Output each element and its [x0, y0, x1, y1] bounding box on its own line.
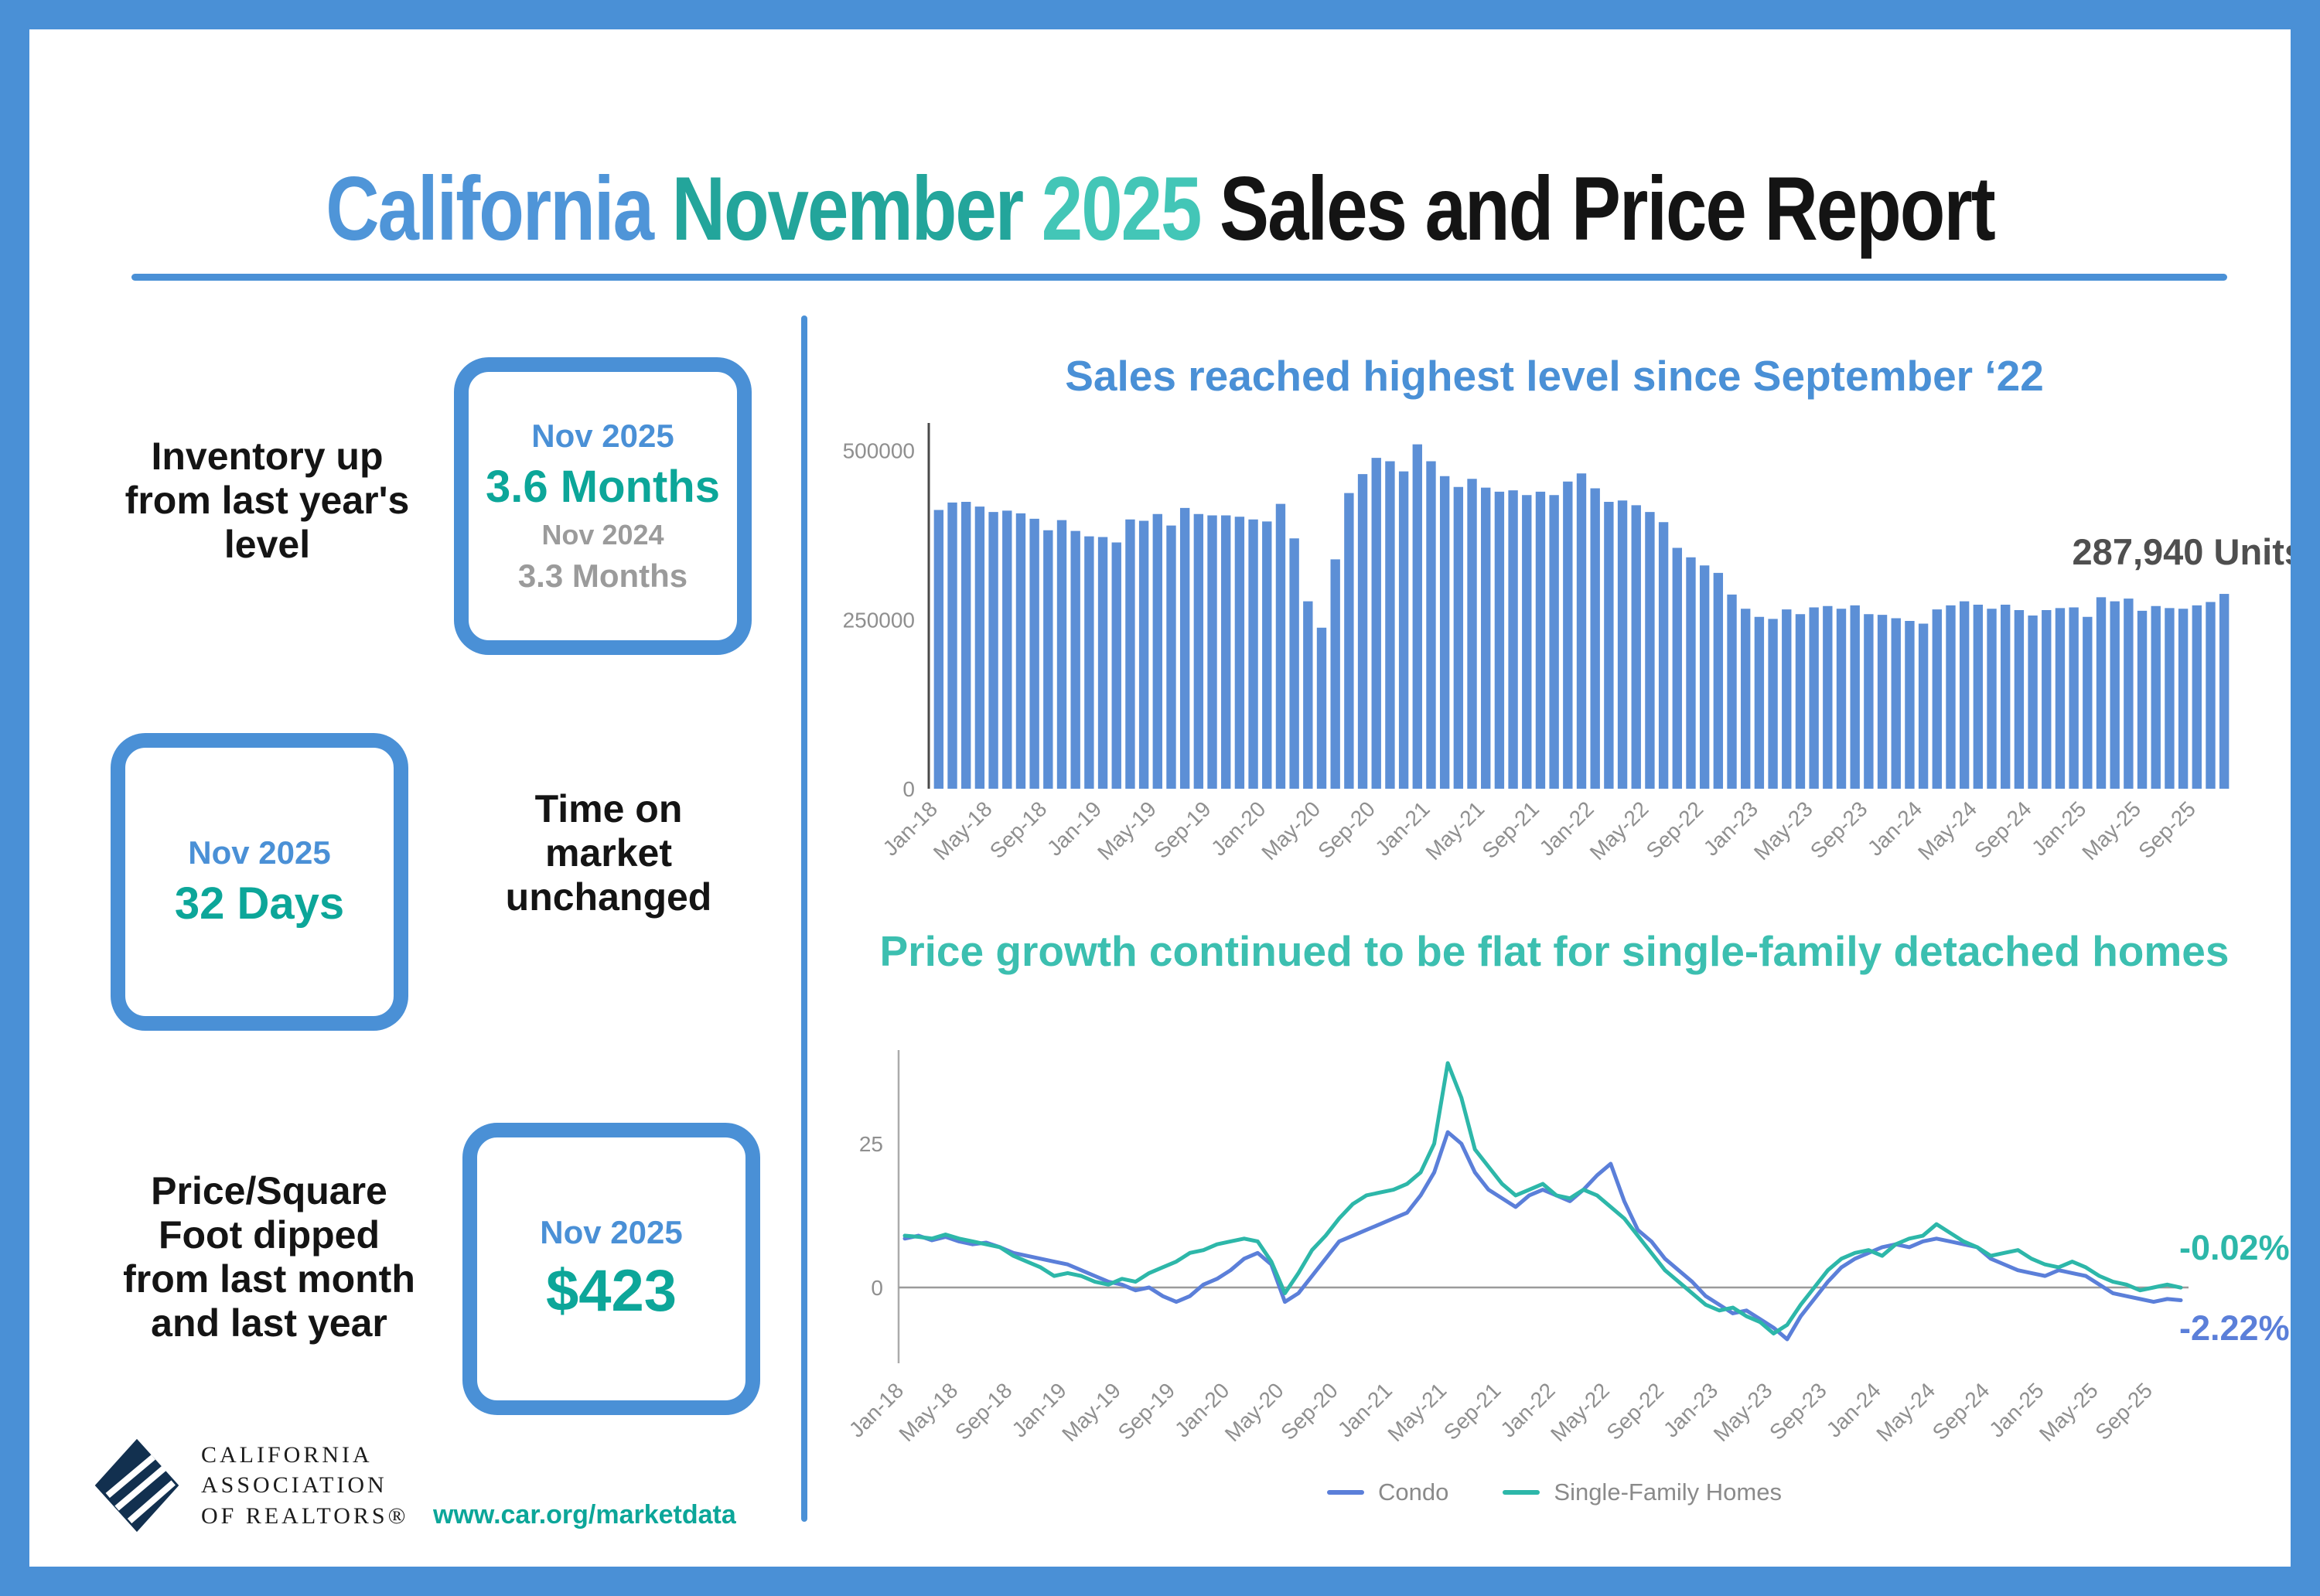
svg-text:0: 0: [902, 777, 915, 801]
svg-text:Sep-19: Sep-19: [1149, 796, 1216, 863]
svg-text:May-25: May-25: [2077, 796, 2145, 864]
inventory-box-value: 3.6 Months: [486, 462, 720, 512]
page-title: California November 2025 Sales and Price…: [0, 158, 2320, 261]
svg-text:May-22: May-22: [1546, 1378, 1614, 1446]
inventory-label: Inventory up from last year's level: [125, 435, 410, 566]
svg-text:May-20: May-20: [1220, 1378, 1288, 1446]
logo-line-2: Association: [201, 1472, 387, 1499]
inventory-stat-box: Nov 2025 3.6 Months Nov 2024 3.3 Months: [454, 357, 752, 655]
title-part-report: Sales and Price Report: [1220, 159, 1996, 261]
car-logo-text: California Association of Realtors®: [201, 1440, 408, 1532]
days-on-market-stat-box: Nov 2025 32 Days: [111, 733, 408, 1031]
svg-text:May-18: May-18: [895, 1378, 963, 1446]
title-part-california: California: [326, 159, 672, 261]
svg-text:Sep-25: Sep-25: [2134, 796, 2200, 863]
sfh-legend-label: Single-Family Homes: [1554, 1478, 1782, 1506]
line-chart-legend: Condo Single-Family Homes: [866, 1478, 2243, 1506]
svg-text:Sep-23: Sep-23: [1765, 1378, 1831, 1444]
title-part-year: 2025: [1041, 159, 1220, 261]
svg-text:Sep-22: Sep-22: [1602, 1378, 1668, 1444]
svg-text:May-21: May-21: [1383, 1378, 1451, 1446]
days-box-period: Nov 2025: [188, 834, 331, 871]
svg-text:Sep-21: Sep-21: [1477, 796, 1544, 863]
svg-text:Sep-24: Sep-24: [1970, 796, 2036, 863]
days-box-value: 32 Days: [174, 878, 345, 929]
legend-item-condo: Condo: [1327, 1478, 1448, 1506]
svg-text:May-21: May-21: [1421, 796, 1489, 864]
inventory-box-period: Nov 2025: [531, 418, 674, 454]
svg-text:25: 25: [859, 1132, 883, 1156]
svg-text:May-19: May-19: [1057, 1378, 1125, 1446]
car-logo: California Association of Realtors®: [91, 1435, 408, 1536]
svg-text:May-23: May-23: [1749, 796, 1817, 864]
sales-bar-chart: 0250000500000Jan-18May-18Sep-18Jan-19May…: [843, 423, 2230, 864]
svg-text:Sep-20: Sep-20: [1276, 1378, 1343, 1444]
svg-text:0: 0: [871, 1276, 883, 1300]
title-part-month: November: [671, 159, 1042, 261]
price-per-sqft-label: Price/Square Foot dipped from last month…: [123, 1169, 415, 1345]
svg-text:Sep-24: Sep-24: [1928, 1378, 1994, 1444]
sfh-legend-swatch: [1503, 1490, 1540, 1495]
svg-text:May-18: May-18: [929, 796, 997, 864]
svg-text:Sep-25: Sep-25: [2090, 1378, 2157, 1444]
svg-text:Sep-18: Sep-18: [985, 796, 1052, 863]
sales-chart-title: Sales reached highest level since Septem…: [1065, 352, 2044, 400]
svg-text:Sep-20: Sep-20: [1313, 796, 1380, 863]
price-per-sqft-stat-box: Nov 2025 $423: [462, 1123, 760, 1415]
svg-text:May-23: May-23: [1709, 1378, 1777, 1446]
logo-line-3: of Realtors®: [201, 1502, 409, 1529]
svg-text:May-24: May-24: [1871, 1378, 1940, 1446]
svg-text:Sep-18: Sep-18: [950, 1378, 1017, 1444]
svg-text:May-25: May-25: [2035, 1378, 2103, 1446]
svg-text:May-20: May-20: [1257, 796, 1325, 864]
condo-legend-label: Condo: [1378, 1478, 1449, 1506]
svg-text:Sep-21: Sep-21: [1439, 1378, 1506, 1444]
car-logo-icon: [94, 1438, 179, 1533]
price-growth-chart-title: Price growth continued to be flat for si…: [879, 927, 2230, 975]
price-growth-line-chart: 025Jan-18May-18Sep-18Jan-19May-19Sep-19J…: [844, 1050, 2189, 1446]
condo-legend-swatch: [1327, 1490, 1365, 1495]
website-url: www.car.org/marketdata: [433, 1500, 736, 1530]
condo-end-annotation: -2.22%: [2179, 1308, 2290, 1348]
svg-text:Sep-22: Sep-22: [1642, 796, 1708, 863]
svg-text:250000: 250000: [843, 608, 915, 632]
inventory-box-prev-value: 3.3 Months: [517, 558, 688, 594]
ppsf-box-period: Nov 2025: [540, 1213, 683, 1250]
vertical-divider: [801, 315, 807, 1522]
logo-line-1: California: [201, 1441, 373, 1468]
sales-units-annotation: 287,940 Units: [2072, 531, 2305, 572]
inventory-box-prev-period: Nov 2024: [541, 519, 664, 551]
legend-item-sfh: Single-Family Homes: [1503, 1478, 1782, 1506]
svg-text:Sep-23: Sep-23: [1806, 796, 1872, 863]
svg-text:May-19: May-19: [1093, 796, 1161, 864]
ppsf-box-value: $423: [545, 1257, 677, 1324]
days-on-market-label: Time on market unchanged: [505, 787, 712, 919]
svg-text:May-22: May-22: [1585, 796, 1653, 864]
svg-text:Sep-19: Sep-19: [1114, 1378, 1180, 1444]
svg-text:500000: 500000: [843, 439, 915, 463]
svg-text:May-24: May-24: [1913, 796, 1981, 864]
title-divider-rule: [131, 274, 2227, 281]
sfh-end-annotation: -0.02%: [2179, 1228, 2290, 1267]
